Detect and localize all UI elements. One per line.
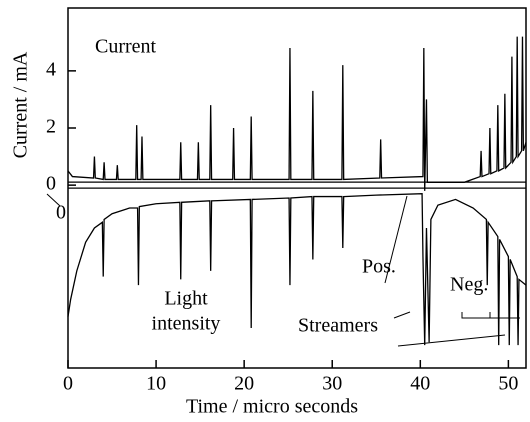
arrow xyxy=(384,195,408,284)
annotation: Current xyxy=(95,36,157,58)
x-tick-label: 0 xyxy=(63,373,73,395)
arrow xyxy=(397,334,506,347)
y-tick-label: 0 xyxy=(46,173,56,195)
annotation: intensity xyxy=(152,313,221,335)
line xyxy=(67,193,527,346)
x-axis-label: Time / micro seconds xyxy=(186,396,358,418)
x-tick-label: 30 xyxy=(322,373,342,395)
y-axis-label: Current / mA xyxy=(10,51,32,158)
line xyxy=(67,36,527,191)
y-tick-label: 2 xyxy=(46,116,56,138)
annotation: 0 xyxy=(56,202,66,224)
bracket xyxy=(461,312,520,319)
x-tick-label: 40 xyxy=(410,373,430,395)
x-tick-label: 50 xyxy=(498,373,518,395)
arrow xyxy=(393,311,411,319)
x-tick-label: 20 xyxy=(234,373,254,395)
arrow xyxy=(46,193,61,207)
annotation: Neg. xyxy=(450,274,488,296)
annotation: Light xyxy=(164,288,208,310)
x-tick-label: 10 xyxy=(146,373,166,395)
annotation: Streamers xyxy=(298,315,378,337)
y-tick-label: 4 xyxy=(46,58,56,80)
